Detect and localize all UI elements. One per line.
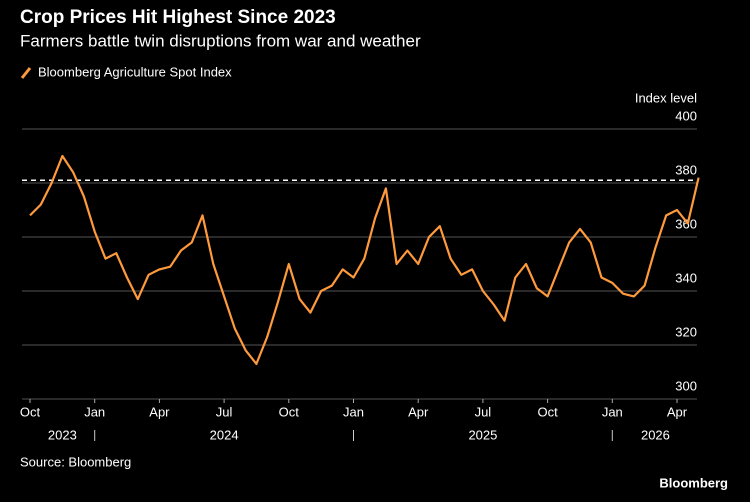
brand: Bloomberg [659,475,728,490]
x-tick-label: Oct [20,404,41,419]
chart-title: Crop Prices Hit Highest Since 2023 [20,7,336,28]
x-tick-label: Apr [408,404,429,419]
x-tick-label: Jul [216,404,233,419]
y-tick-label: 300 [675,378,697,393]
legend-label: Bloomberg Agriculture Spot Index [38,64,232,79]
x-tick-label: Apr [149,404,170,419]
year-label: 2026 [641,427,670,442]
y-tick-label: 320 [675,324,697,339]
x-tick-label: Jan [343,404,364,419]
x-tick-label: Jul [475,404,492,419]
x-tick-label: Oct [279,404,300,419]
chart-subtitle: Farmers battle twin disruptions from war… [20,31,421,50]
y-axis-label: Index level [635,90,697,105]
y-tick-label: 400 [675,108,697,123]
legend-swatch [20,67,32,79]
year-label: 2024 [210,427,239,442]
y-tick-label: 360 [675,216,697,231]
y-tick-label: 340 [675,270,697,285]
x-tick-label: Jan [602,404,623,419]
source: Source: Bloomberg [20,454,131,469]
year-label: 2023 [48,427,77,442]
series-line [29,154,700,365]
y-tick-label: 380 [675,162,697,177]
year-label: 2025 [468,427,497,442]
x-tick-label: Jan [84,404,105,419]
x-tick-label: Apr [667,404,688,419]
x-tick-label: Oct [537,404,558,419]
